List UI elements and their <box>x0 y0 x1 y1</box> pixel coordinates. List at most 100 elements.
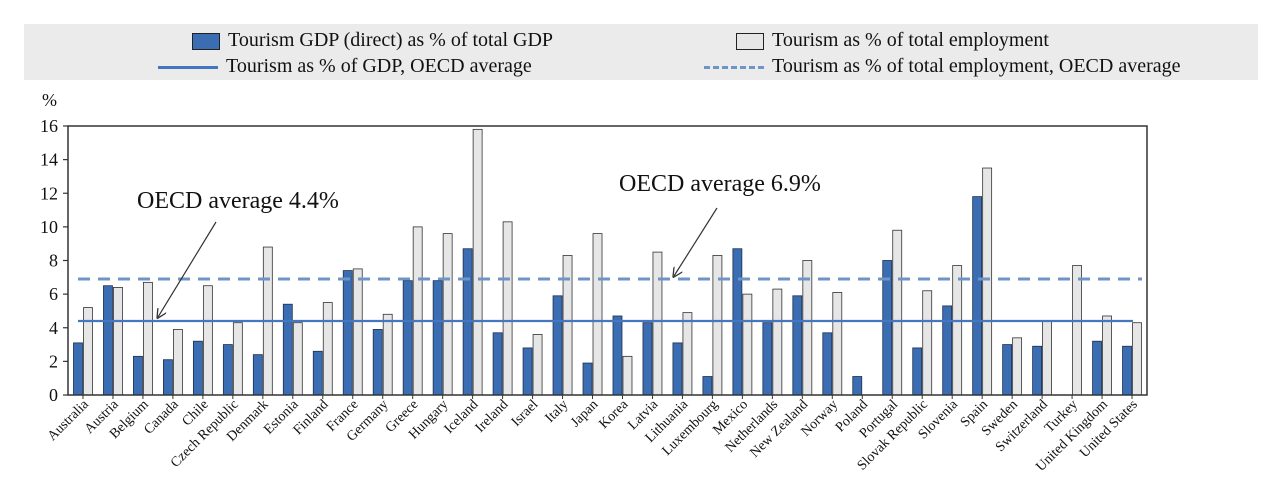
bar-gdp <box>522 347 533 396</box>
legend-item-employment: Tourism as % of total employment <box>736 28 1049 52</box>
bar-gdp <box>852 376 863 396</box>
bar-employment <box>712 255 723 396</box>
bar-employment <box>412 226 423 396</box>
y-tick-label: 10 <box>40 217 58 237</box>
bar-gdp <box>222 344 233 396</box>
bar-gdp <box>702 376 713 396</box>
bar-employment <box>742 293 753 396</box>
bar-gdp <box>312 350 323 396</box>
y-tick-label: 14 <box>40 150 58 170</box>
bar-gdp <box>163 359 173 396</box>
y-tick-label: 0 <box>49 385 58 405</box>
x-category-label: Italy <box>543 397 572 426</box>
bar-employment <box>832 292 843 396</box>
bar-employment <box>322 302 333 396</box>
bar-employment <box>232 322 243 396</box>
bar-gdp <box>133 355 143 396</box>
annotation-arrow-gdp <box>158 221 217 317</box>
legend-item-gdp: Tourism GDP (direct) as % of total GDP <box>192 28 553 52</box>
bar-employment <box>1072 265 1082 396</box>
bar-gdp <box>1032 345 1042 396</box>
bar-gdp <box>192 340 203 396</box>
legend-label-gdp: Tourism GDP (direct) as % of total GDP <box>228 29 554 51</box>
y-tick-label: 16 <box>40 116 58 136</box>
x-category-label: Canada <box>141 397 182 438</box>
legend: Tourism GDP (direct) as % of total GDP T… <box>24 24 1258 80</box>
y-tick-label: 12 <box>40 183 58 203</box>
bar-employment <box>1102 315 1112 396</box>
legend-item-gdp-average: Tourism as % of GDP, OECD average <box>158 54 532 78</box>
bar-gdp <box>882 260 893 396</box>
annotation-employment-average: OECD average 6.9% <box>619 171 821 197</box>
bar-employment <box>532 334 543 396</box>
bar-employment <box>652 251 663 396</box>
bar-employment <box>592 233 603 396</box>
annotation-arrow-employment <box>674 207 718 276</box>
legend-swatch-gdp-average-line <box>158 65 218 69</box>
bar-employment <box>472 128 483 396</box>
y-tick-label: 4 <box>49 318 58 338</box>
bar-gdp <box>792 295 803 396</box>
bar-gdp <box>672 342 683 396</box>
bar-gdp <box>942 305 953 396</box>
legend-swatch-employment-bar <box>736 32 764 50</box>
bar-employment <box>982 167 993 396</box>
x-category-label: Japan <box>568 397 601 430</box>
legend-label-employment: Tourism as % of total employment <box>772 29 1049 51</box>
bar-gdp <box>342 270 353 396</box>
bar-employment <box>1132 322 1142 396</box>
bar-gdp <box>252 354 263 396</box>
bar-gdp <box>492 332 503 396</box>
bar-employment <box>802 260 813 396</box>
bar-employment <box>952 265 963 396</box>
bar-employment <box>442 233 453 396</box>
bar-gdp <box>73 342 83 396</box>
x-category-label: Korea <box>597 397 632 432</box>
bar-employment <box>143 281 153 396</box>
bar-gdp <box>762 322 773 396</box>
bar-employment <box>202 285 213 396</box>
x-category-label: Iceland <box>442 397 482 437</box>
legend-label-employment-average: Tourism as % of total employment, OECD a… <box>772 55 1181 77</box>
bar-employment <box>1012 337 1023 396</box>
bar-employment <box>173 329 183 396</box>
bar-employment <box>502 221 513 396</box>
bar-employment <box>382 313 393 396</box>
bar-employment <box>562 255 573 396</box>
bar-employment <box>292 322 303 396</box>
bar-gdp <box>372 329 383 396</box>
bar-employment <box>1042 320 1052 396</box>
bar-employment <box>772 288 783 396</box>
annotation-gdp-average: OECD average 4.4% <box>137 188 339 214</box>
bar-gdp <box>1092 340 1102 396</box>
x-category-label: Israel <box>509 397 542 430</box>
bar-employment <box>113 286 123 396</box>
bar-gdp <box>432 280 443 396</box>
bar-employment <box>892 229 903 396</box>
bar-employment <box>622 355 633 396</box>
bar-employment <box>922 290 933 396</box>
x-category-label: Ireland <box>473 397 512 436</box>
legend-label-gdp-average: Tourism as % of GDP, OECD average <box>226 55 532 77</box>
y-tick-label: 6 <box>49 284 58 304</box>
bar-employment <box>352 268 363 396</box>
legend-swatch-gdp-bar <box>192 32 220 50</box>
y-axis-unit-label: % <box>42 90 57 110</box>
bar-gdp <box>582 362 593 396</box>
bar-gdp <box>552 295 563 396</box>
bar-gdp <box>612 315 623 396</box>
bar-gdp <box>912 347 923 396</box>
bar-gdp <box>1002 344 1013 396</box>
bar-gdp <box>1122 345 1132 396</box>
bar-gdp <box>642 322 653 396</box>
bar-employment <box>682 312 693 396</box>
y-tick-label: 2 <box>49 351 58 371</box>
bar-gdp <box>103 285 113 396</box>
legend-swatch-employment-average-line <box>704 65 764 69</box>
bar-gdp <box>972 196 983 396</box>
y-tick-label: 8 <box>49 251 58 271</box>
bar-gdp <box>822 332 833 396</box>
bar-gdp <box>402 280 413 396</box>
